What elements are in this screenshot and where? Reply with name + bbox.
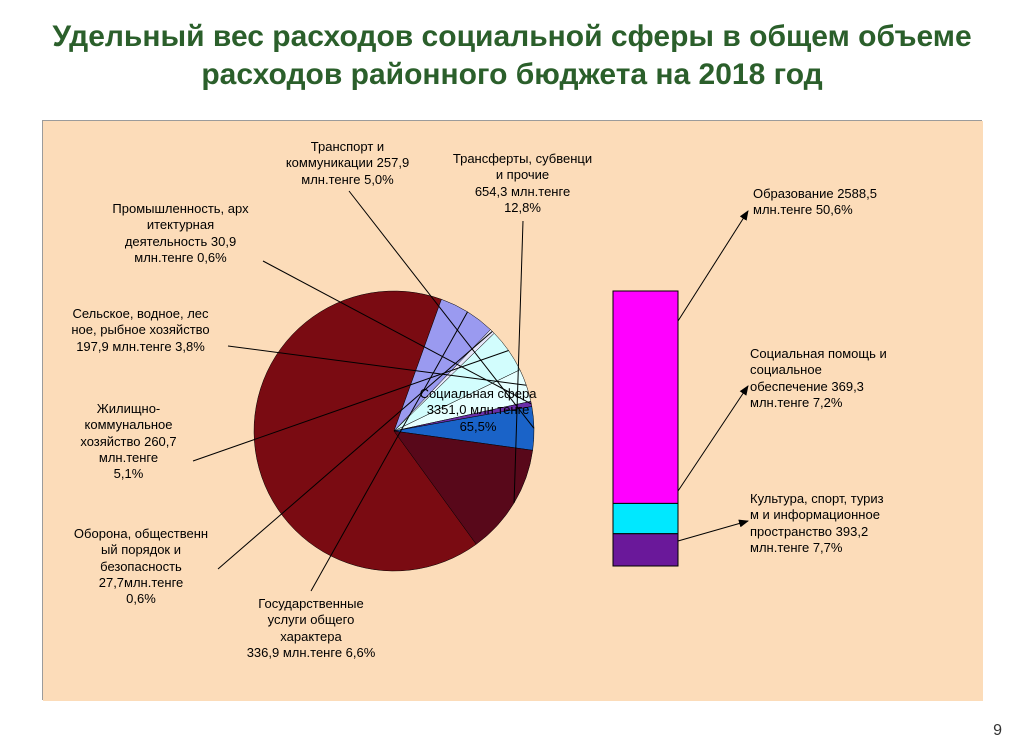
chart-title: Удельный вес расходов социальной сферы в… [50,18,974,93]
slide: Удельный вес расходов социальной сферы в… [0,0,1024,750]
pie-callout: Государственные услуги общего характера … [236,596,386,661]
pie-callout: Оборона, общественн ый порядок и безопас… [61,526,221,607]
pie-callout: Жилищно- коммунальное хозяйство 260,7 мл… [61,401,196,482]
page-number: 9 [993,722,1002,740]
pie-callout: Промышленность, арх итектурная деятельно… [98,201,263,266]
chart-area: Социальная сфера 3351,0 млн.тенге 65,5% Г… [42,120,982,700]
bar-callout: Культура, спорт, туриз м и информационно… [750,491,960,556]
bar-segment [613,291,678,503]
bar-segment [613,503,678,533]
bar-callout: Образование 2588,5 млн.тенге 50,6% [753,186,933,219]
bar-segment [613,534,678,566]
pie-callout: Сельское, водное, лес ное, рыбное хозяйс… [53,306,228,355]
pie-callout: Транспорт и коммуникации 257,9 млн.тенге… [265,139,430,188]
pie-callout: Трансферты, субвенци и прочие 654,3 млн.… [435,151,610,216]
pie-callout: Социальная сфера 3351,0 млн.тенге 65,5% [393,386,563,435]
bar-callout: Социальная помощь и социальное обеспечен… [750,346,960,411]
